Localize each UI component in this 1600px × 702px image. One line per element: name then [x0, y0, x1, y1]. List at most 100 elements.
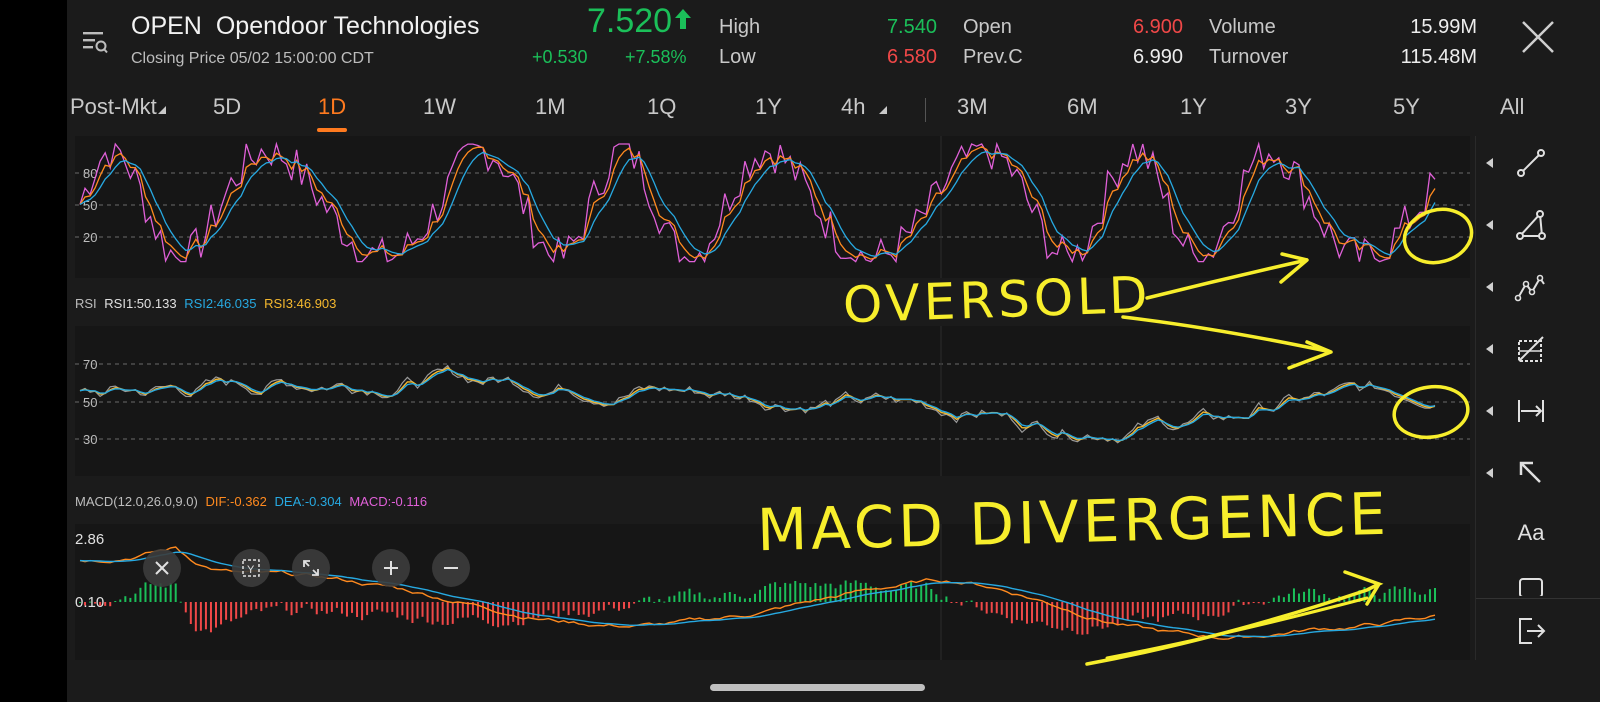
expand-arrow-icon[interactable] — [1486, 158, 1493, 168]
prevc-label: Prev.C — [963, 46, 1023, 68]
tab-post-market-label: Post-Mkt — [70, 94, 157, 119]
macd-histogram-bar — [759, 589, 762, 602]
macd-histogram-bar — [1252, 602, 1255, 603]
macd-histogram-bar — [733, 594, 736, 602]
macd-histogram-bar — [487, 602, 490, 624]
expand-arrow-icon[interactable] — [1486, 282, 1493, 292]
macd-tick-top: 2.86 — [75, 531, 104, 548]
macd-histogram-bar — [1403, 587, 1406, 602]
macd-histogram-bar — [784, 582, 787, 602]
tab-1m[interactable]: 1M — [535, 94, 566, 119]
tab-1w[interactable]: 1W — [423, 94, 456, 119]
close-zoom-button[interactable] — [143, 549, 181, 587]
macd-histogram-bar — [144, 582, 147, 602]
macd-histogram-bar — [824, 583, 827, 602]
macd-histogram-bar — [1111, 602, 1114, 624]
zoom-out-button[interactable] — [432, 549, 470, 587]
rsi-legend[interactable]: RSI RSI1:50.133 RSI2:46.035 RSI3:46.903 — [75, 296, 336, 311]
macd-histogram-bar — [255, 602, 258, 609]
macd-histogram-bar — [446, 602, 449, 625]
tab-1y[interactable]: 1Y — [755, 94, 782, 119]
macd-histogram-bar — [975, 602, 978, 608]
macd-histogram-bar — [1076, 602, 1079, 635]
macd-histogram-bar — [678, 591, 681, 602]
wave-pattern-tool[interactable] — [1506, 262, 1556, 312]
macd-histogram-bar — [209, 602, 212, 633]
macd-histogram-bar — [1272, 597, 1275, 602]
macd-histogram-bar — [230, 602, 233, 622]
macd-histogram-bar — [497, 602, 500, 628]
low-label: Low — [719, 46, 756, 68]
home-indicator — [710, 684, 925, 691]
tab-1d[interactable]: 1D — [318, 94, 347, 119]
active-tab-indicator — [317, 128, 347, 132]
macd-histogram-bar — [396, 602, 399, 618]
macd-histogram-bar — [617, 602, 620, 611]
triangle-icon — [1516, 210, 1546, 240]
macd-histogram-bar — [844, 580, 847, 602]
tab-post-market[interactable]: Post-Mkt — [70, 94, 166, 120]
tab-range-3y[interactable]: 3Y — [1285, 94, 1312, 119]
turnover-label: Turnover — [1209, 46, 1289, 68]
macd-histogram-bar — [89, 601, 92, 603]
tab-5d[interactable]: 5D — [213, 94, 242, 119]
close-icon[interactable] — [1519, 18, 1557, 56]
low-value: 6.580 — [886, 46, 937, 68]
macd-histogram-bar — [1318, 595, 1321, 602]
zoom-in-button[interactable] — [372, 549, 410, 587]
expand-arrow-icon[interactable] — [1486, 406, 1493, 416]
tab-1q[interactable]: 1Q — [647, 94, 677, 119]
kdj-panel[interactable]: 80 50 20 — [75, 136, 1470, 278]
macd-histogram-bar — [441, 602, 444, 625]
macd-histogram-bar — [421, 602, 424, 617]
macd-histogram-bar — [320, 602, 323, 611]
tab-4h-label: 4h — [841, 94, 866, 119]
arrow-tool[interactable] — [1506, 448, 1556, 498]
fib-grid-tool[interactable] — [1506, 324, 1556, 374]
triangle-tool[interactable] — [1506, 200, 1556, 250]
macd-histogram-bar — [235, 602, 238, 619]
macd-histogram-bar — [814, 583, 817, 602]
tab-range-6m[interactable]: 6M — [1067, 94, 1098, 119]
macd-histogram-bar — [1081, 602, 1084, 635]
stock-chart-app: OPEN Opendoor Technologies Closing Price … — [67, 0, 1600, 702]
macd-histogram-bar — [1388, 588, 1391, 602]
macd-histogram-bar — [829, 583, 832, 602]
measure-tool[interactable] — [1506, 386, 1556, 436]
tab-range-3m[interactable]: 3M — [957, 94, 988, 119]
tab-separator — [925, 98, 926, 122]
expand-arrow-icon[interactable] — [1486, 344, 1493, 354]
oversold-annotation: OVERSOLD — [842, 265, 1153, 335]
macd-histogram-bar — [799, 583, 802, 602]
macd-histogram-bar — [1025, 602, 1028, 624]
expand-button[interactable] — [292, 549, 330, 587]
trend-line-tool[interactable] — [1506, 138, 1556, 188]
menu-icon[interactable] — [81, 28, 109, 56]
macd-histogram-bar — [1373, 595, 1376, 602]
expand-arrow-icon[interactable] — [1486, 220, 1493, 230]
rsi-panel[interactable]: 70 50 30 — [75, 326, 1470, 476]
rectangle-tool[interactable] — [1506, 564, 1556, 596]
macd-legend[interactable]: MACD(12.0,26.0,9.0) DIF:-0.362 DEA:-0.30… — [75, 494, 427, 509]
macd-histogram-bar — [285, 602, 288, 611]
macd-histogram-bar — [597, 602, 600, 611]
expand-arrow-icon[interactable] — [1486, 468, 1493, 478]
text-tool[interactable]: Aa — [1517, 520, 1545, 545]
price-value: 7.520 — [587, 2, 673, 40]
tab-range-5y[interactable]: 5Y — [1393, 94, 1420, 119]
exit-drawing-tool[interactable] — [1506, 606, 1556, 656]
macd-histogram-bar — [940, 599, 943, 602]
fit-y-button[interactable]: Y — [232, 549, 270, 587]
tab-4h[interactable]: 4h — [841, 94, 888, 120]
macd-histogram-bar — [698, 592, 701, 602]
macd-histogram-bar — [376, 602, 379, 610]
macd-histogram-bar — [542, 602, 545, 615]
company-name: Opendoor Technologies — [215, 12, 480, 40]
tab-range-1y[interactable]: 1Y — [1180, 94, 1207, 119]
tab-range-all[interactable]: All — [1500, 94, 1525, 119]
rsi-tick-30: 30 — [83, 432, 97, 447]
macd-histogram-bar — [179, 601, 182, 603]
macd-histogram-bar — [1000, 602, 1003, 615]
macd-histogram-bar — [839, 584, 842, 602]
macd-histogram-bar — [723, 592, 726, 602]
